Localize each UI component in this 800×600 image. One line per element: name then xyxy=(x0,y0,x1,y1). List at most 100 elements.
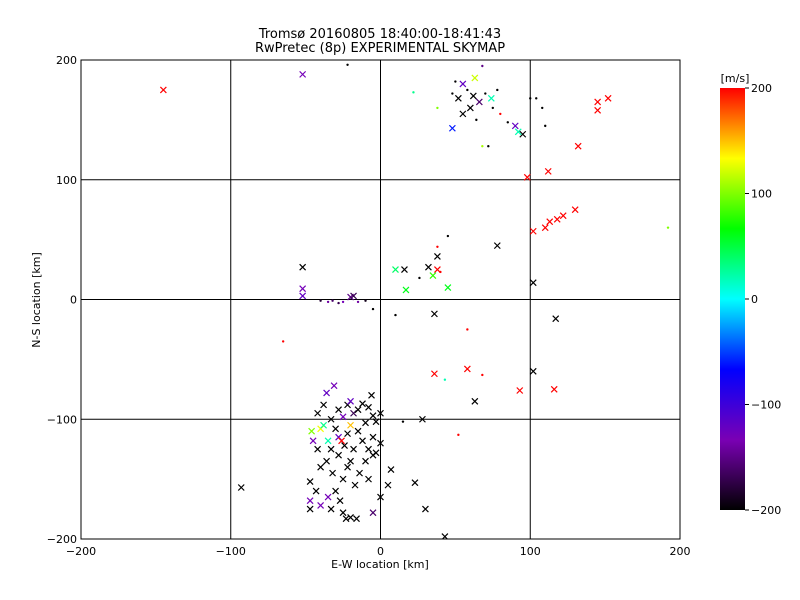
x-tick-label: 0 xyxy=(377,545,384,558)
data-point-cross xyxy=(359,400,366,408)
data-point-cross xyxy=(384,481,392,489)
data-point-cross xyxy=(309,437,317,445)
data-point-cross xyxy=(365,445,372,453)
data-point-cross xyxy=(459,80,467,88)
data-point-cross xyxy=(369,451,377,459)
x-tick-label: −200 xyxy=(66,545,96,558)
data-point-cross xyxy=(424,263,432,271)
plot-frame xyxy=(80,59,681,540)
data-point-cross xyxy=(338,437,345,445)
data-point-cross xyxy=(339,509,347,517)
data-point-cross xyxy=(299,263,307,271)
data-point-cross xyxy=(351,481,359,489)
data-point-dot xyxy=(535,97,538,100)
data-point-cross xyxy=(454,94,462,102)
data-point-cross xyxy=(306,497,314,505)
data-point-cross xyxy=(559,212,567,220)
data-point-cross xyxy=(552,315,560,323)
colorbar-tick-label: 100 xyxy=(751,188,772,201)
data-point-cross xyxy=(323,457,331,465)
data-points xyxy=(159,63,670,539)
data-point-dot xyxy=(371,307,375,311)
data-point-cross xyxy=(329,469,337,477)
data-point-dot xyxy=(436,106,439,110)
data-point-cross xyxy=(419,415,426,423)
data-point-cross xyxy=(441,533,449,539)
data-point-cross xyxy=(320,421,328,429)
data-point-dot xyxy=(499,112,502,116)
data-point-cross xyxy=(368,391,375,399)
data-point-dot xyxy=(443,378,447,381)
data-point-cross xyxy=(356,469,363,477)
data-point-cross xyxy=(377,493,384,501)
data-point-cross xyxy=(365,403,372,411)
x-tick-label: 200 xyxy=(670,545,691,558)
plot-grid xyxy=(81,60,680,539)
data-point-dot xyxy=(541,106,544,110)
data-point-cross xyxy=(327,505,335,513)
data-point-cross xyxy=(430,310,438,318)
data-point-cross xyxy=(553,215,561,223)
data-point-cross xyxy=(574,142,582,150)
y-axis-label: N-S location [km] xyxy=(30,252,43,348)
chart-title: Tromsø 20160805 18:40:00-18:41:43 xyxy=(258,27,501,42)
data-point-cross xyxy=(353,515,360,523)
data-point-cross xyxy=(469,92,477,100)
data-point-cross xyxy=(332,487,339,495)
data-point-cross xyxy=(362,419,369,427)
y-tick-label: −100 xyxy=(47,413,77,426)
data-point-cross xyxy=(350,445,357,453)
data-point-dot xyxy=(439,270,442,274)
x-tick-label: 100 xyxy=(520,545,541,558)
data-point-cross xyxy=(433,252,441,260)
data-point-dot xyxy=(346,63,349,66)
data-point-cross xyxy=(511,122,519,130)
data-point-cross xyxy=(529,279,537,287)
data-point-cross xyxy=(314,445,322,453)
data-point-cross xyxy=(377,409,384,417)
data-point-cross xyxy=(306,505,314,513)
data-point-dot xyxy=(484,92,487,95)
data-point-cross xyxy=(487,94,495,102)
data-point-dot xyxy=(341,300,345,304)
data-point-cross xyxy=(444,284,452,291)
y-tick-label: 100 xyxy=(56,174,77,187)
data-point-cross xyxy=(459,110,467,118)
data-point-cross xyxy=(471,397,479,405)
data-point-cross xyxy=(471,74,479,82)
data-point-cross xyxy=(369,509,377,517)
data-point-cross xyxy=(350,292,357,300)
data-point-dot xyxy=(418,276,421,280)
data-point-cross xyxy=(320,401,328,409)
data-point-dot xyxy=(326,300,330,304)
data-point-cross xyxy=(493,242,501,250)
data-point-cross xyxy=(347,514,354,521)
data-point-cross xyxy=(312,487,320,495)
data-point-cross xyxy=(347,421,354,429)
data-point-cross xyxy=(306,478,314,485)
data-point-cross xyxy=(369,412,377,420)
data-point-dot xyxy=(412,91,415,94)
data-point-cross xyxy=(335,406,342,414)
data-point-dot xyxy=(457,433,460,437)
data-point-cross xyxy=(159,86,167,94)
data-point-cross xyxy=(422,505,429,513)
data-point-cross xyxy=(448,124,456,132)
data-point-cross xyxy=(372,418,380,426)
data-point-cross xyxy=(594,98,602,106)
data-point-cross xyxy=(350,409,357,417)
data-point-cross xyxy=(317,463,325,471)
data-point-dot xyxy=(337,301,340,305)
data-point-dot xyxy=(544,124,547,128)
chart-subtitle: RwPretec (8p) EXPERIMENTAL SKYMAP xyxy=(255,41,505,56)
data-point-dot xyxy=(446,234,450,238)
data-point-cross xyxy=(323,389,331,397)
data-point-cross xyxy=(317,502,325,509)
data-point-cross xyxy=(546,218,554,226)
data-point-cross xyxy=(475,98,483,106)
data-point-dot xyxy=(481,373,484,377)
data-point-dot xyxy=(454,80,457,83)
data-point-cross xyxy=(402,286,410,294)
data-point-dot xyxy=(475,118,478,122)
